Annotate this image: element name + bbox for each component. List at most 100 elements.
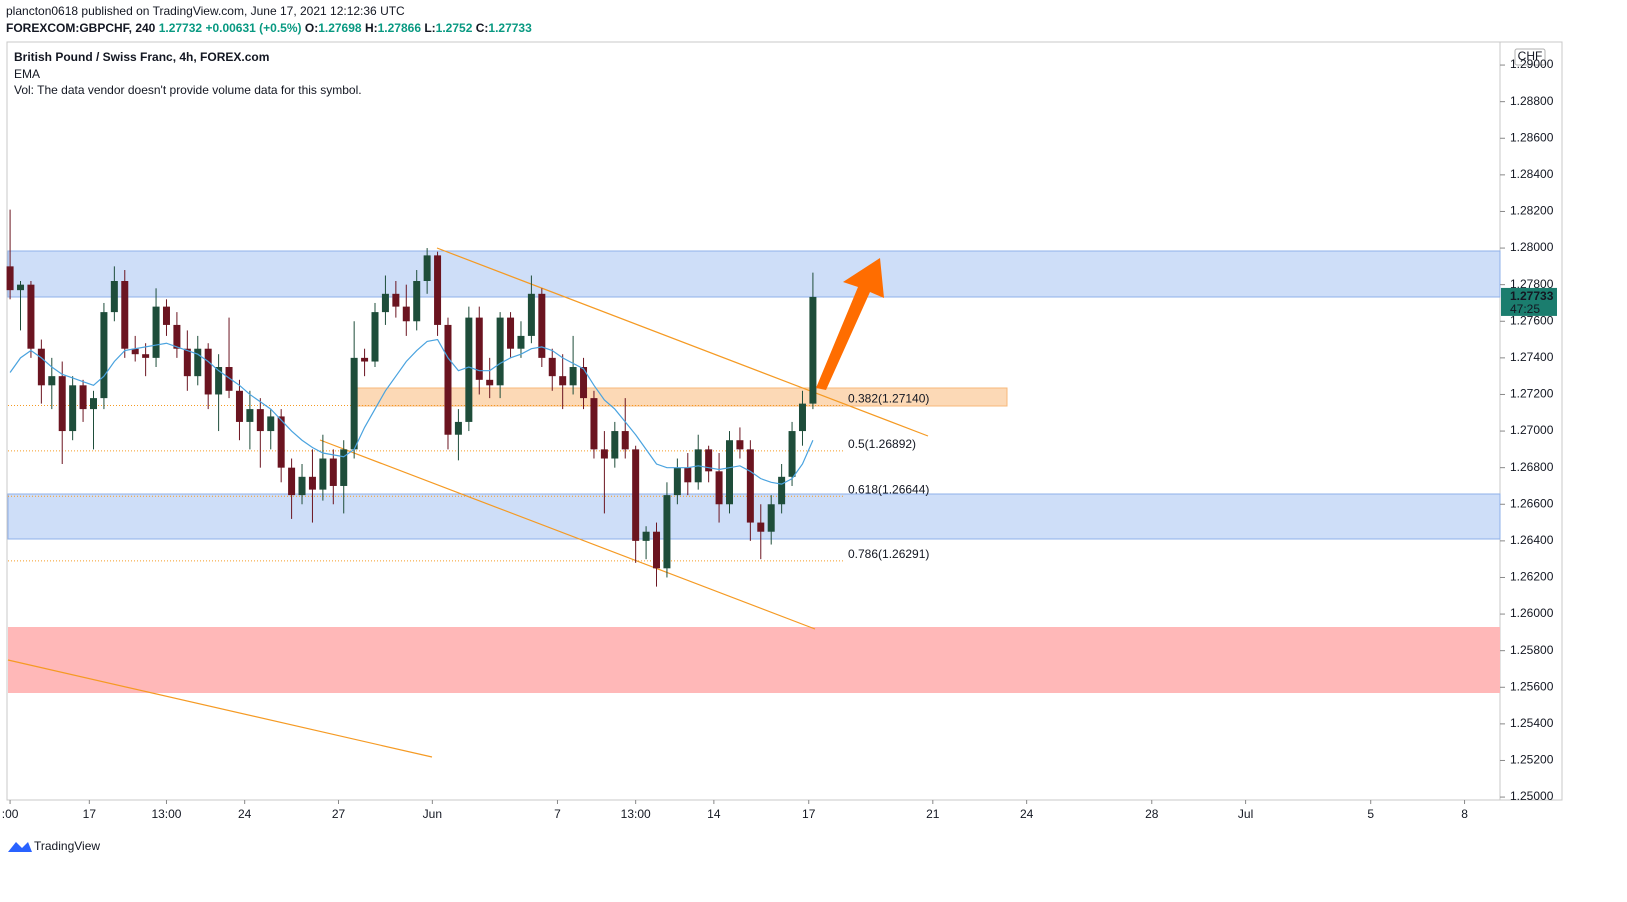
x-tick-label: Jun	[423, 807, 442, 821]
candle-body	[767, 504, 775, 532]
x-tick-label: 5	[1367, 807, 1374, 821]
candle-body	[100, 312, 108, 399]
legend-volume: Vol: The data vendor doesn't provide vol…	[14, 83, 362, 97]
last: 1.27732	[159, 21, 203, 35]
y-tick-label: 1.27800	[1510, 277, 1554, 291]
marks	[6, 209, 843, 587]
candle-body	[402, 306, 410, 322]
candle-body	[267, 416, 275, 432]
candle-body	[37, 348, 45, 386]
candle-body	[559, 376, 567, 386]
y-tick-label: 1.26000	[1510, 606, 1554, 620]
candle-body	[371, 312, 379, 362]
candle-body	[110, 281, 118, 313]
candle-body	[475, 317, 483, 380]
x-tick-label: 27	[332, 807, 346, 821]
candle-body	[538, 293, 546, 358]
x-tick-label: 14	[707, 807, 721, 821]
candle-body	[152, 306, 160, 358]
candle-body	[621, 431, 629, 450]
candle-body	[465, 317, 473, 422]
candle-body	[6, 266, 14, 291]
y-tick-label: 1.27200	[1510, 387, 1554, 401]
candle-body	[381, 293, 389, 313]
l-label: L:	[424, 21, 435, 35]
candle-body	[17, 284, 25, 291]
candle-body	[642, 531, 650, 541]
candle-body	[434, 255, 442, 325]
x-tick-label: 7	[554, 807, 561, 821]
y-tick-label: 1.27000	[1510, 423, 1554, 437]
candle-body	[131, 348, 139, 355]
candle-body	[611, 431, 619, 459]
candle-body	[162, 306, 170, 325]
fib-label: 0.382(1.27140)	[848, 392, 929, 406]
x-tick-label: 24	[1020, 807, 1034, 821]
candle-body	[548, 357, 556, 377]
symbol: FOREXCOM:GBPCHF, 240	[6, 21, 156, 35]
candle-body	[705, 449, 713, 472]
candle-body	[27, 284, 35, 349]
high: 1.27866	[378, 21, 422, 35]
legend-title: British Pound / Swiss Franc, 4h, FOREX.c…	[14, 50, 269, 64]
candle-body	[288, 467, 296, 496]
x-tick-label: 13:00	[151, 807, 181, 821]
candle-body	[423, 255, 431, 282]
y-tick-label: 1.25800	[1510, 643, 1554, 657]
x-tick-label: 24	[238, 807, 252, 821]
candle-body	[663, 495, 671, 569]
trend-line	[436, 247, 929, 437]
low: 1.2752	[436, 21, 473, 35]
y-tick-label: 1.27600	[1510, 313, 1554, 327]
candle-body	[496, 317, 504, 386]
x-tick-label: 17	[83, 807, 97, 821]
candle-body	[308, 476, 316, 490]
logo	[8, 842, 32, 852]
candle-body	[673, 467, 681, 496]
candle-body	[725, 440, 733, 505]
candle-body	[746, 449, 754, 523]
candle-body	[684, 467, 692, 483]
demand-zone	[8, 627, 1500, 693]
h-label: H:	[365, 21, 378, 35]
legend-ema: EMA	[14, 67, 40, 81]
candle-body	[194, 348, 202, 377]
y-tick-label: 1.28000	[1510, 240, 1554, 254]
header-ohlc: FOREXCOM:GBPCHF, 240 1.27732 +0.00631 (+…	[6, 21, 532, 35]
candle-body	[653, 531, 661, 569]
candle-body	[444, 324, 452, 435]
candle-body	[788, 431, 796, 477]
candle-body	[600, 449, 608, 459]
x-tick-label: 13:00	[621, 807, 651, 821]
candle-body	[527, 293, 535, 336]
candle-body	[507, 317, 515, 349]
ema-line	[9, 338, 814, 485]
y-tick-label: 1.28800	[1510, 94, 1554, 108]
candle-body	[183, 348, 191, 377]
candle-body	[736, 440, 744, 450]
fib-label: 0.786(1.26291)	[848, 547, 929, 561]
brand: TradingView	[34, 839, 100, 853]
x-tick-label: 21	[926, 807, 940, 821]
x-tick-label: Jul	[1238, 807, 1253, 821]
candle-body	[778, 476, 786, 505]
candle-body	[48, 376, 56, 386]
candle-body	[580, 367, 588, 399]
candle-body	[340, 449, 348, 486]
candle-body	[517, 335, 525, 349]
y-tick-label: 1.28400	[1510, 167, 1554, 181]
candle-body	[298, 476, 306, 496]
y-tick-label: 1.26600	[1510, 496, 1554, 510]
candle-body	[246, 409, 254, 422]
candle-body	[142, 354, 150, 358]
candle-body	[809, 296, 817, 404]
open: 1.27698	[318, 21, 362, 35]
candle-body	[204, 348, 212, 395]
x-tick-label: :00	[2, 807, 19, 821]
candle-body	[715, 471, 723, 505]
y-tick-label: 1.25000	[1510, 789, 1554, 803]
candle-body	[350, 357, 358, 450]
candle-body	[329, 458, 337, 486]
candle-body	[277, 416, 285, 468]
y-tick-label: 1.26200	[1510, 570, 1554, 584]
